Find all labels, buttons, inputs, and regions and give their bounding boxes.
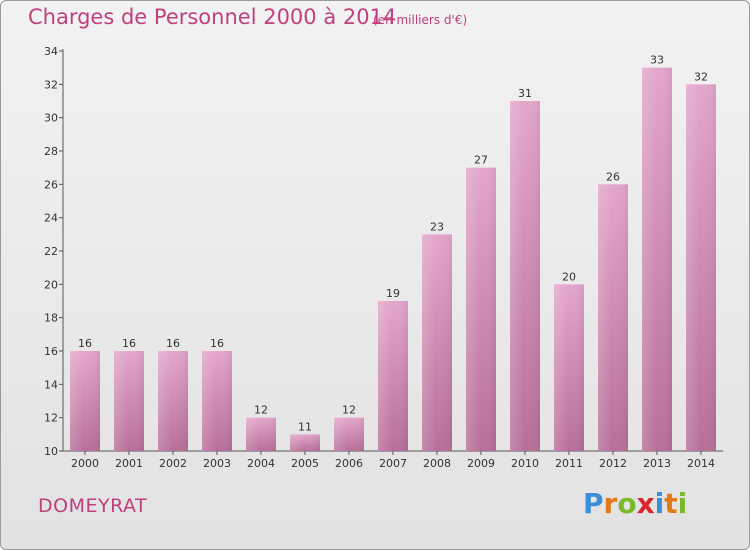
logo-letter: P (583, 487, 604, 520)
bar-shade (290, 434, 320, 451)
y-tick-label: 28 (44, 145, 58, 158)
x-tick-label: 2001 (115, 457, 143, 470)
y-tick-label: 10 (44, 445, 58, 458)
x-tick-label: 2012 (599, 457, 627, 470)
chart-title: Charges de Personnel 2000 à 2014 (28, 5, 397, 29)
bar-shade (114, 351, 144, 451)
x-tick-label: 2006 (335, 457, 363, 470)
x-tick-label: 2000 (71, 457, 99, 470)
logo-letter: o (617, 487, 637, 520)
bar-value-label: 23 (430, 220, 444, 233)
bar-value-label: 16 (210, 337, 224, 350)
y-tick-label: 32 (44, 78, 58, 91)
bar-value-label: 32 (694, 70, 708, 83)
bar-shade (246, 417, 276, 451)
bar-value-label: 12 (254, 404, 268, 417)
bar-value-label: 12 (342, 404, 356, 417)
bar-shade (378, 301, 408, 451)
y-tick-label: 34 (44, 45, 58, 58)
bar-value-label: 19 (386, 287, 400, 300)
y-tick-label: 16 (44, 345, 58, 358)
axes: 10 12 14 16 18 20 22 24 26 28 30 32 34 2000 2001 2002 20… (44, 45, 723, 470)
y-tick-label: 30 (44, 112, 58, 125)
commune-name: DOMEYRAT (38, 495, 148, 517)
bar-value-label: 16 (122, 337, 136, 350)
bar-shade (510, 101, 540, 451)
logo-letter: x (636, 487, 655, 520)
bar-value-label: 26 (606, 170, 620, 183)
proxiti-logo: Proxiti (583, 487, 687, 520)
logo-letter: i (654, 487, 665, 520)
bar-value-label: 11 (298, 420, 312, 433)
logo-letter: i (677, 487, 688, 520)
y-tick-label: 12 (44, 412, 58, 425)
bar-shade (554, 284, 584, 451)
x-tick-label: 2007 (379, 457, 407, 470)
bar-shade (70, 351, 100, 451)
bar-shade (642, 67, 672, 452)
bar-shade (686, 84, 716, 451)
bar-shade (202, 351, 232, 451)
logo-letter: t (664, 487, 678, 520)
bars: 16 16 16 16 12 11 12 19 23 27 31 20 26 33 32 (70, 54, 716, 452)
x-tick-label: 2009 (467, 457, 495, 470)
y-tick-label: 20 (44, 278, 58, 291)
logo-letter: r (603, 487, 618, 520)
bar-value-label: 20 (562, 270, 576, 283)
y-tick-label: 22 (44, 245, 58, 258)
bar-value-label: 33 (650, 54, 664, 67)
bar-value-label: 16 (78, 337, 92, 350)
y-tick-label: 24 (44, 212, 58, 225)
bar-shade (422, 234, 452, 451)
x-tick-label: 2002 (159, 457, 187, 470)
x-tick-label: 2013 (643, 457, 671, 470)
x-tick-label: 2004 (247, 457, 275, 470)
bar-value-label: 27 (474, 154, 488, 167)
y-tick-label: 14 (44, 378, 58, 391)
x-tick-label: 2010 (511, 457, 539, 470)
chart-subtitle: (en milliers d'€) (373, 13, 468, 27)
x-tick-label: 2014 (687, 457, 715, 470)
bar-shade (466, 167, 496, 451)
x-tick-label: 2005 (291, 457, 319, 470)
x-tick-label: 2008 (423, 457, 451, 470)
bar-shade (598, 184, 628, 452)
bar-value-label: 16 (166, 337, 180, 350)
bar-shade (334, 417, 364, 451)
y-tick-label: 26 (44, 178, 58, 191)
bar-shade (158, 351, 188, 451)
x-tick-label: 2003 (203, 457, 231, 470)
x-tick-label: 2011 (555, 457, 583, 470)
bar-value-label: 31 (518, 87, 532, 100)
y-tick-label: 18 (44, 312, 58, 325)
